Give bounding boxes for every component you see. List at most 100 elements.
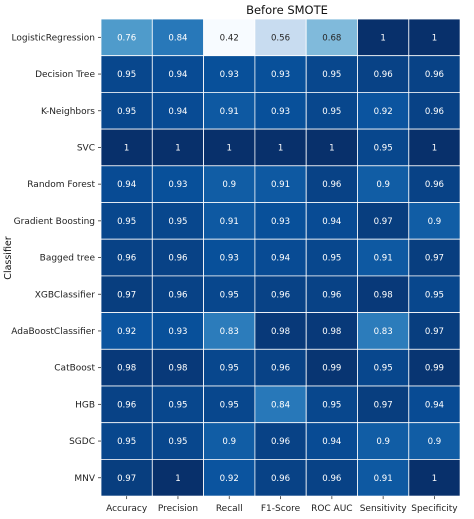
cell-value-label: 0.9 (376, 437, 390, 447)
heatmap-cell-svc-sensitivity (357, 128, 410, 167)
heatmap-cell-bagged-tree-recall (203, 238, 256, 277)
heatmap-cell-xgbclassifier-f1-score (254, 275, 307, 313)
cell-value-label: 0.93 (220, 254, 239, 264)
row-label-catboost: CatBoost (54, 364, 95, 374)
cell-value-label: 0.91 (220, 217, 239, 227)
row-label-mnv: MNV (74, 474, 95, 484)
cell-value-label: 0.98 (168, 364, 187, 374)
column-label-precision: Precision (158, 504, 198, 514)
heatmap-cell-logisticregression-sensitivity (357, 18, 410, 57)
cell-value-label: 0.95 (117, 437, 136, 447)
heatmap-cell-xgbclassifier-precision (151, 275, 205, 313)
cell-value-label: 0.95 (374, 364, 393, 374)
row-label-decision-tree: Decision Tree (35, 70, 95, 80)
cell-value-label: 0.68 (322, 33, 341, 43)
cell-value-label: 0.9 (428, 437, 442, 447)
cell-value-label: 0.98 (117, 364, 136, 374)
cell-value-label: 0.97 (374, 217, 393, 227)
cell-value-label: 0.9 (222, 437, 236, 447)
row-tick-labels: LogisticRegression Decision Tree K-Neighbo… (11, 33, 101, 484)
heatmap-cell-logisticregression-accuracy (100, 18, 153, 57)
cell-value-label: 0.93 (271, 107, 290, 117)
cell-value-label: 1 (329, 143, 334, 153)
cell-value-label: 0.99 (322, 364, 341, 374)
heatmap-cell-hgb-roc-auc (305, 385, 358, 424)
heatmap-cell-k-neighbors-specificity (408, 92, 461, 130)
cell-value-label: 0.93 (220, 70, 239, 80)
heatmap-cell-bagged-tree-f1-score (254, 238, 307, 277)
heatmap-cell-k-neighbors-f1-score (254, 92, 307, 130)
cell-value-label: 0.97 (425, 327, 444, 337)
cell-value-label: 0.95 (322, 254, 341, 264)
cell-value-label: 0.76 (117, 33, 136, 43)
heatmap-cell-sgdc-precision (151, 422, 205, 460)
heatmap-cell-hgb-recall (203, 385, 256, 424)
cell-value-label: 0.83 (374, 327, 393, 337)
heatmap-cell-hgb-sensitivity (357, 385, 410, 424)
cell-value-label: 0.91 (220, 107, 239, 117)
heatmap-cell-bagged-tree-accuracy (100, 238, 153, 277)
row-label-adaboostclassifier: AdaBoostClassifier (11, 327, 95, 337)
y-axis-label: Classifier (3, 236, 14, 279)
heatmap-cell-k-neighbors-sensitivity (357, 92, 410, 130)
cell-value-label: 0.92 (117, 327, 136, 337)
heatmap-cell-adaboostclassifier-roc-auc (305, 312, 358, 350)
cell-value-label: 0.91 (271, 180, 290, 190)
heatmap-cell-logisticregression-precision (151, 18, 205, 57)
heatmap-cell-k-neighbors-roc-auc (305, 92, 358, 130)
heatmap-cell-sgdc-sensitivity (357, 422, 410, 460)
cell-value-label: 0.95 (220, 364, 239, 374)
cell-value-label: 0.94 (168, 70, 187, 80)
cell-value-label: 1 (278, 143, 283, 153)
cell-value-label: 0.94 (322, 437, 341, 447)
heatmap-cell-svc-f1-score (254, 128, 307, 167)
heatmap-cell-hgb-precision (151, 385, 205, 424)
cell-value-label: 0.95 (322, 70, 341, 80)
heatmap-cell-svc-specificity (408, 128, 461, 167)
row-label-sgdc: SGDC (69, 437, 95, 447)
heatmap-cell-xgbclassifier-roc-auc (305, 275, 358, 313)
column-label-sensitivity: Sensitivity (360, 504, 408, 514)
heatmap-cell-random-forest-accuracy (100, 165, 153, 203)
cell-value-label: 1 (432, 474, 437, 484)
row-label-hgb: HGB (75, 400, 95, 410)
cell-value-label: 1 (124, 143, 129, 153)
cell-value-label: 0.96 (322, 290, 341, 300)
cell-value-label: 0.96 (425, 107, 444, 117)
cell-value-label: 0.92 (220, 474, 239, 484)
chart-title: Before SMOTE (246, 3, 328, 17)
cell-value-label: 1 (432, 33, 437, 43)
heatmap-cell-logisticregression-recall (203, 18, 256, 57)
cell-value-label: 0.97 (374, 400, 393, 410)
heatmap-cell-catboost-accuracy (100, 348, 153, 387)
heatmap-cell-xgbclassifier-sensitivity (357, 275, 410, 313)
row-label-random-forest: Random Forest (27, 180, 95, 190)
row-label-k-neighbors: K-Neighbors (41, 107, 95, 117)
cell-value-label: 1 (432, 143, 437, 153)
cell-value-label: 0.96 (271, 437, 290, 447)
cell-value-label: 0.94 (322, 217, 341, 227)
heatmap-cell-xgbclassifier-accuracy (100, 275, 153, 313)
cell-value-label: 0.9 (376, 180, 390, 190)
cell-value-label: 0.96 (117, 254, 136, 264)
row-label-gradient-boosting: Gradient Boosting (14, 217, 95, 227)
heatmap-cell-svc-accuracy (100, 128, 153, 167)
heatmap-cell-decision-tree-specificity (408, 55, 461, 93)
heatmap-cell-k-neighbors-precision (151, 92, 205, 130)
heatmap-cell-mnv-recall (203, 458, 256, 497)
column-label-roc-auc: ROC AUC (311, 504, 353, 514)
cell-value-label: 0.95 (322, 107, 341, 117)
heatmap-cell-catboost-recall (203, 348, 256, 387)
cell-value-label: 0.98 (374, 290, 393, 300)
row-label-svc: SVC (77, 143, 95, 153)
heatmap-cell-random-forest-recall (203, 165, 256, 203)
heatmap-cell-hgb-specificity (408, 385, 461, 424)
cell-value-label: 0.96 (322, 180, 341, 190)
column-label-recall: Recall (216, 504, 243, 514)
cell-value-label: 0.95 (220, 400, 239, 410)
heatmap-cell-catboost-specificity (408, 348, 461, 387)
heatmap-cell-adaboostclassifier-recall (203, 312, 256, 350)
row-label-xgbclassifier: XGBClassifier (35, 290, 96, 300)
cell-value-label: 0.96 (425, 180, 444, 190)
cell-value-label: 0.93 (271, 217, 290, 227)
